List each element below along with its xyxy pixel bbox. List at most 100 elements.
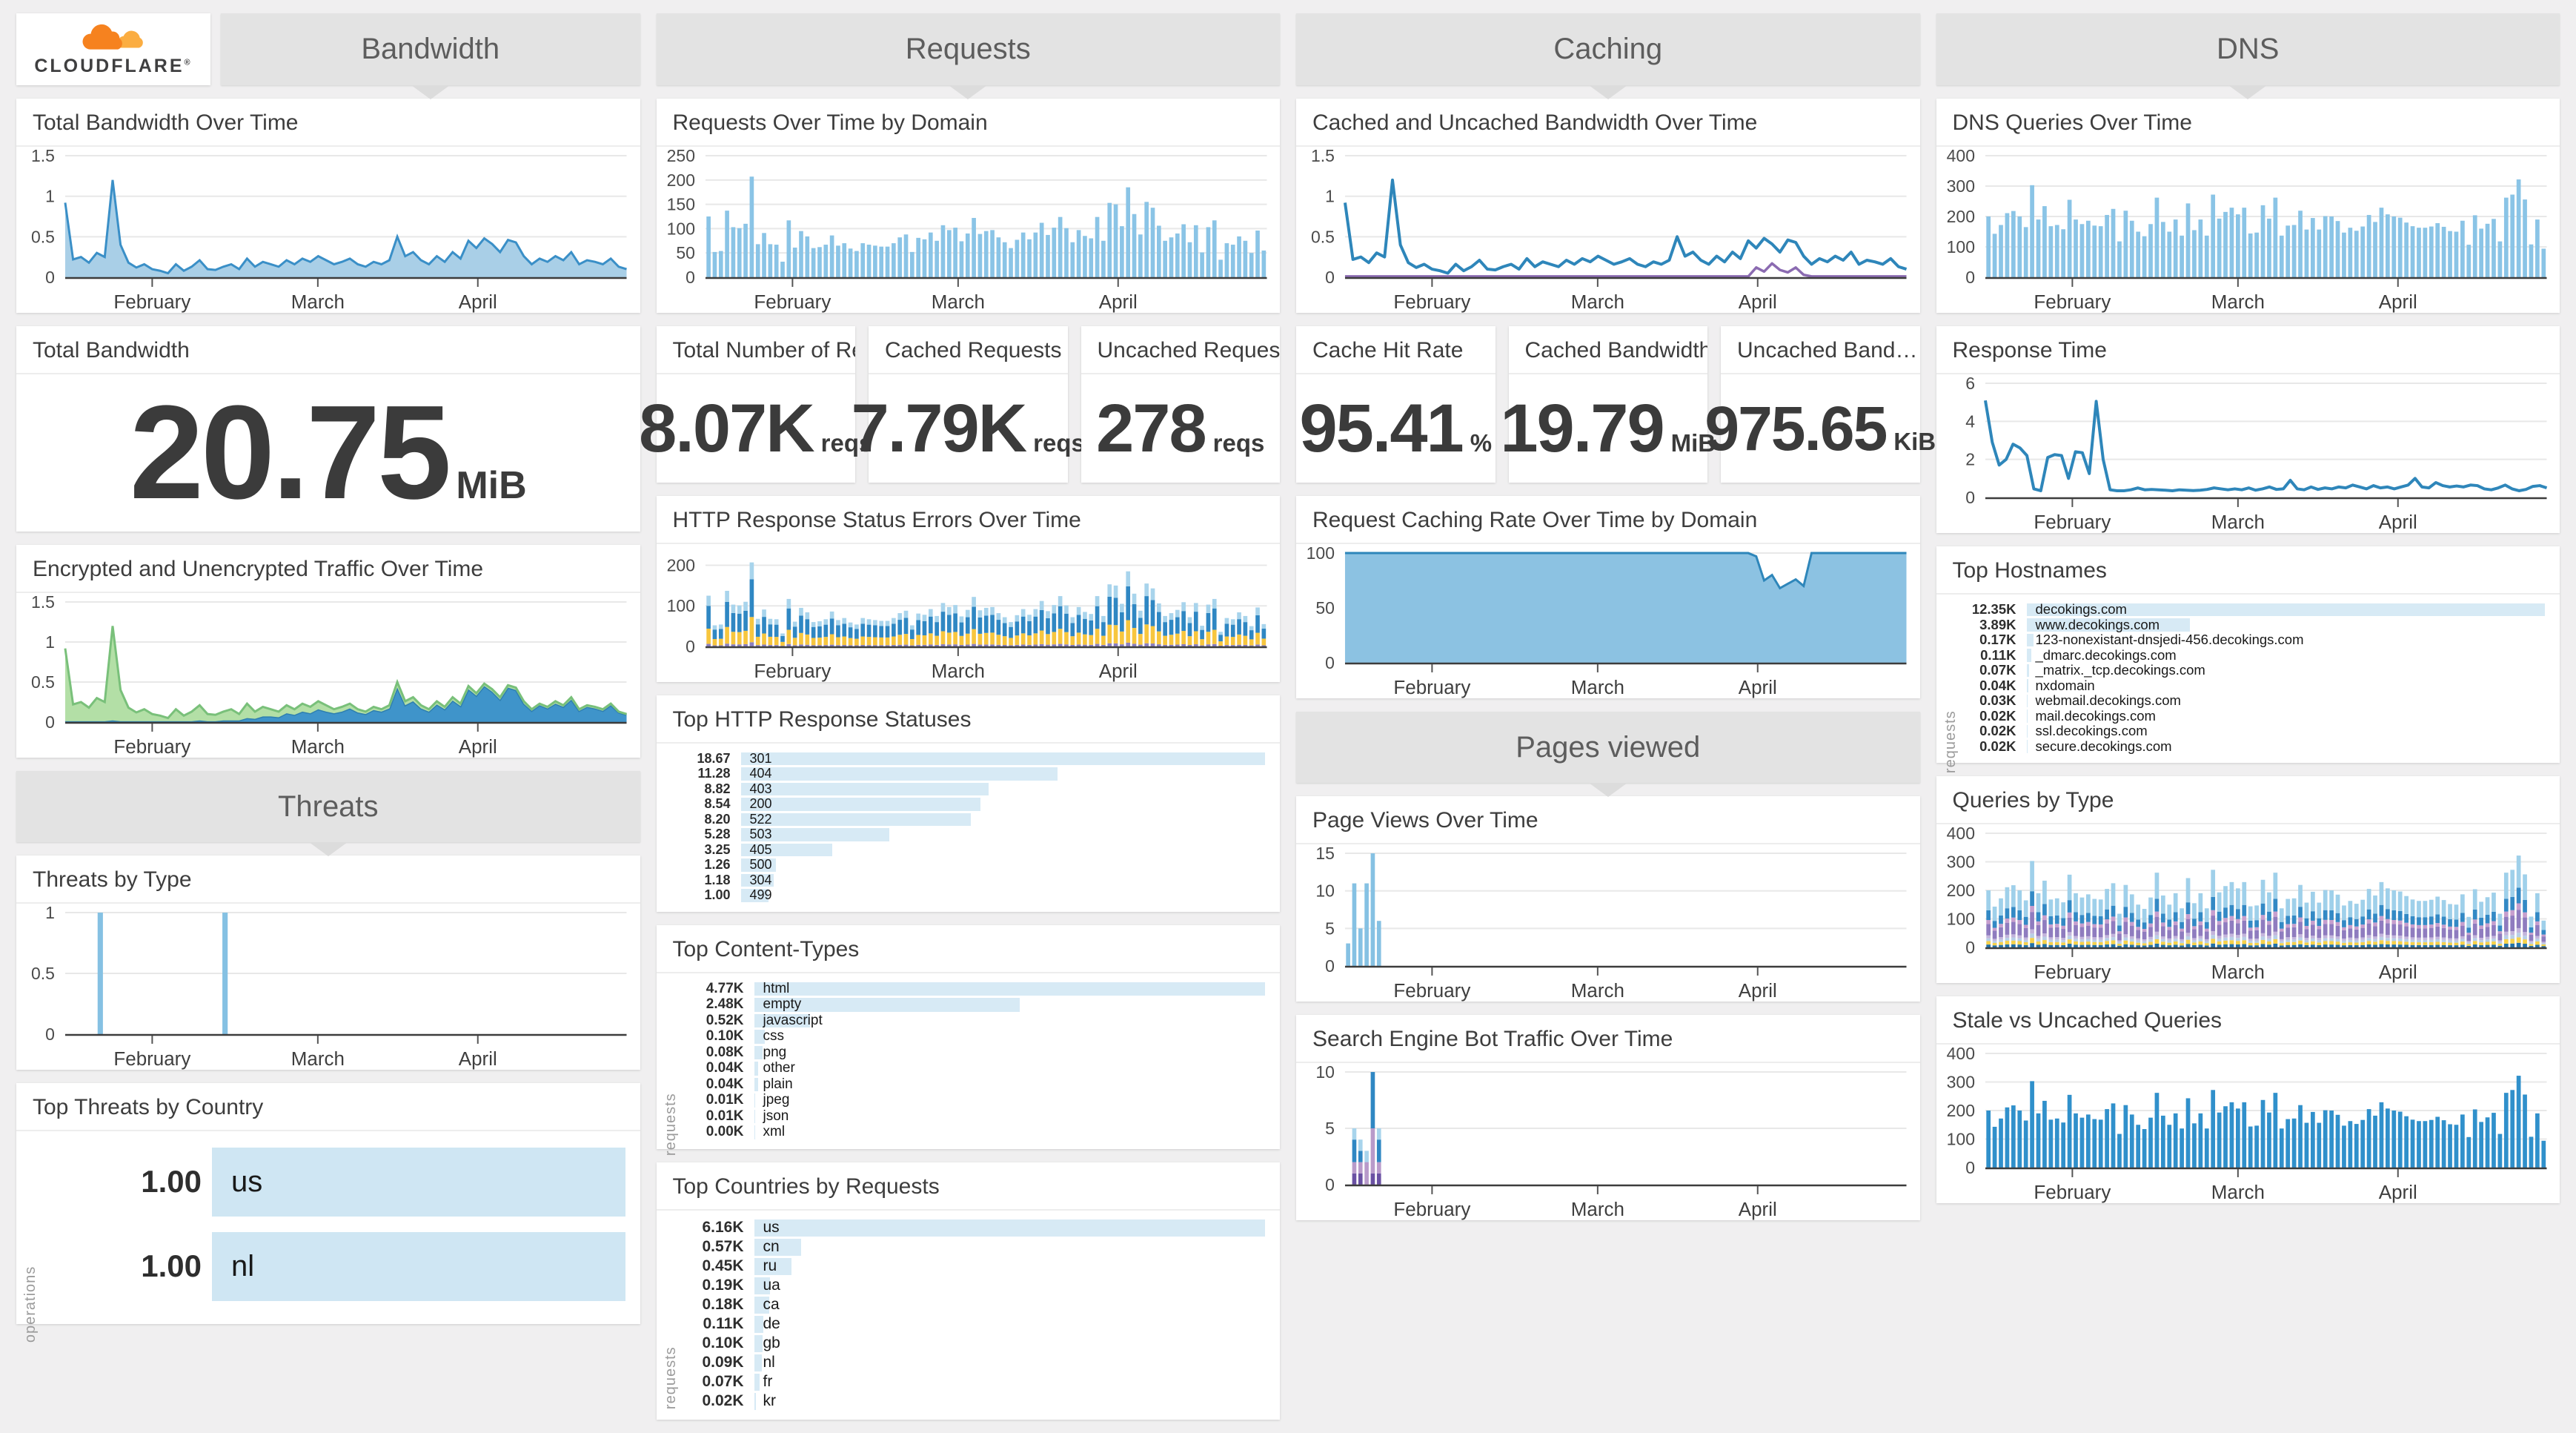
list-item-bar-area: webmail.decokings.com [2027,693,2546,709]
svg-text:March: March [291,291,345,313]
svg-text:0: 0 [45,712,55,732]
svg-text:300: 300 [1946,853,1974,872]
list-item-label: cn [754,1238,780,1256]
panel-title: Cached Requests [869,326,1068,374]
svg-text:0: 0 [45,268,55,287]
svg-text:0: 0 [1965,1158,1975,1177]
bandwidth-header-row: CLOUDFLARE® Bandwidth [16,13,640,85]
list-item-value: 18.67 [657,751,741,767]
list-item-bar [754,982,1266,996]
stat-unit: % [1470,429,1492,457]
panel-encrypted-traffic: Encrypted and Unencrypted Traffic Over T… [16,545,640,758]
svg-text:5: 5 [1325,919,1335,938]
list-item-bar-area: empty [754,997,1266,1013]
list-item-label: css [754,1028,785,1045]
list-item-label: json [754,1108,789,1125]
svg-text:100: 100 [1307,544,1335,563]
panel-title: Top HTTP Response Statuses [657,695,1281,744]
list-item-label: 403 [741,781,772,797]
list-item-bar-area: xml [754,1125,1266,1141]
list-item-label: ssl.decokings.com [2027,723,2148,739]
list-item-label: javascript [754,1013,823,1029]
list-item-bar-area: www.decokings.com [2027,618,2546,633]
panel-title: Top Countries by Requests [657,1162,1281,1211]
list-axis-label: requests [1942,710,1959,773]
svg-text:400: 400 [1946,147,1974,165]
list-item-bar-area: javascript [754,1013,1266,1029]
svg-text:100: 100 [666,596,694,615]
panel-cache-hit-rate: Cache Hit Rate 95.41% [1296,326,1496,483]
list-item-value: 5.28 [657,827,741,843]
svg-text:200: 200 [666,555,694,575]
list-item-bar-area: nl [754,1353,1266,1372]
list-item-bar-area: us [212,1146,625,1217]
list-item-bar-area: ssl.decokings.com [2027,724,2546,739]
svg-text:1: 1 [45,187,55,206]
svg-text:February: February [1393,676,1470,698]
svg-text:March: March [291,735,345,758]
panel-title: HTTP Response Status Errors Over Time [657,496,1281,544]
list-item-bar [741,798,981,811]
svg-text:0: 0 [1965,488,1975,507]
list-item-bar-area: other [754,1061,1266,1077]
list-item-value: 0.10K [657,1029,754,1045]
list-item-bar-area: 403 [741,781,1266,797]
svg-text:6: 6 [1965,374,1975,393]
list-item-label: secure.decokings.com [2027,738,2172,755]
list-item-value: 0.08K [657,1045,754,1061]
list-item-bar-area: mail.decokings.com [2027,709,2546,724]
list-item-label: ca [754,1296,780,1314]
list-item-bar-area: plain [754,1076,1266,1093]
panel-title: Stale vs Uncached Queries [1936,996,2560,1045]
list-item-label: 200 [741,796,772,812]
panel-title: Cache Hit Rate [1296,326,1496,374]
list-item-bar-area: ca [754,1295,1266,1314]
cloudflare-logo[interactable]: CLOUDFLARE® [16,13,210,85]
list-item-label: 503 [741,827,772,842]
pages-viewed-header-row: Pages viewed [1296,712,1920,783]
list-item-bar [212,1232,625,1301]
list-item-label: 500 [741,857,772,873]
svg-text:April: April [1739,979,1777,1002]
list-item-label: plain [754,1076,793,1093]
list-item-label: gb [754,1334,780,1352]
list-item-bar-area: fr [754,1372,1266,1391]
list-item-label: jpeg [754,1092,790,1108]
list-item-bar-area: 301 [741,751,1266,767]
svg-text:5: 5 [1325,1119,1335,1138]
column-caching: Caching Cached and Uncached Bandwidth Ov… [1296,13,1920,1420]
panel-title: Total Number of Re… [657,326,856,374]
